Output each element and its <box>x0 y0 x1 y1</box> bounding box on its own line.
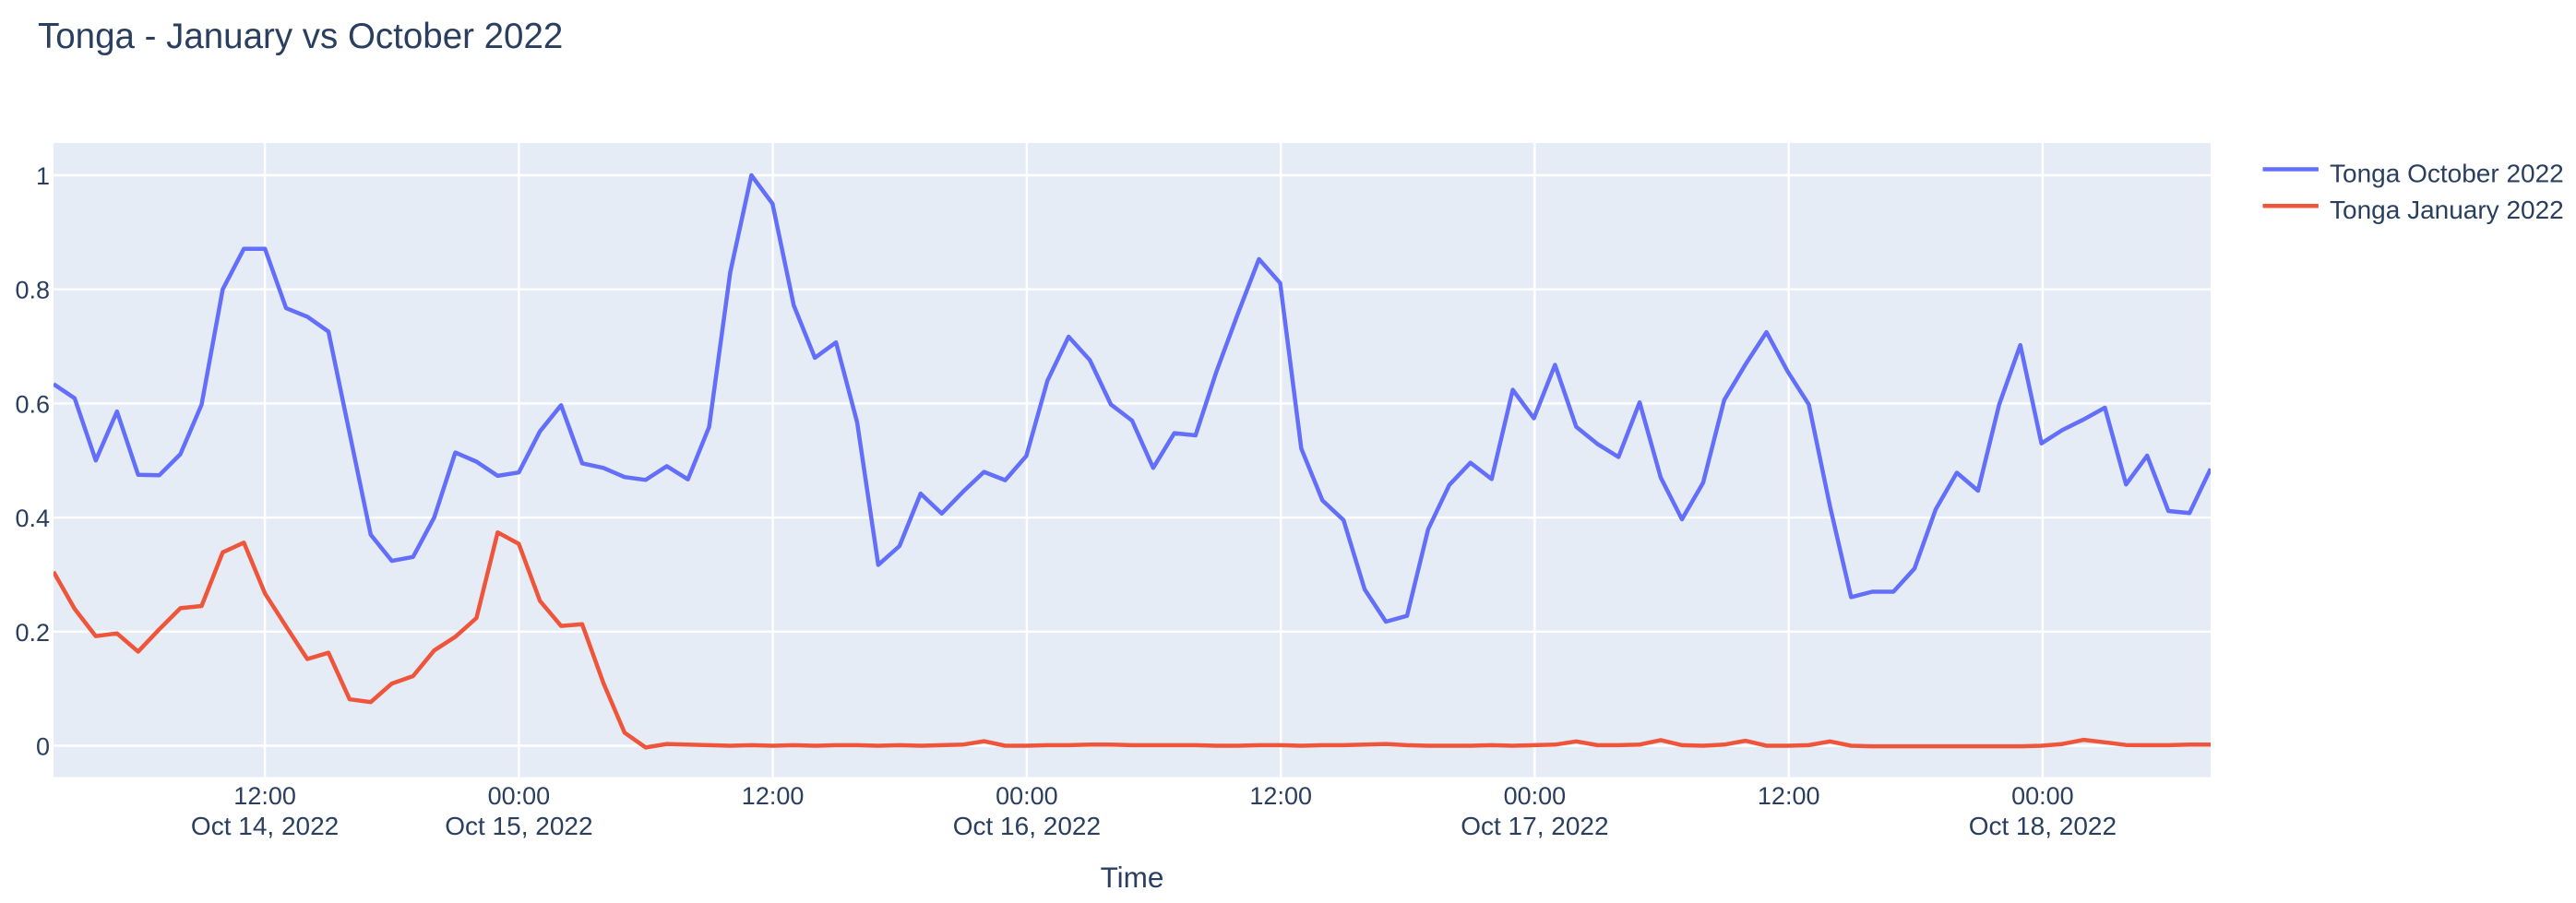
svg-text:0.4: 0.4 <box>15 505 50 532</box>
svg-text:Tonga January 2022: Tonga January 2022 <box>2330 196 2564 224</box>
svg-text:Oct 14, 2022: Oct 14, 2022 <box>191 812 339 840</box>
svg-text:0.6: 0.6 <box>15 390 50 418</box>
svg-text:Oct 16, 2022: Oct 16, 2022 <box>953 812 1101 840</box>
svg-text:Oct 15, 2022: Oct 15, 2022 <box>445 812 592 840</box>
svg-text:1: 1 <box>36 162 50 190</box>
svg-text:Tonga October 2022: Tonga October 2022 <box>2330 160 2564 188</box>
svg-text:Time: Time <box>1101 861 1164 894</box>
svg-text:12:00: 12:00 <box>742 782 805 810</box>
svg-text:Tonga - January vs October 202: Tonga - January vs October 2022 <box>38 17 563 56</box>
svg-text:Oct 18, 2022: Oct 18, 2022 <box>1969 812 2117 840</box>
svg-text:12:00: 12:00 <box>1758 782 1820 810</box>
svg-text:0.8: 0.8 <box>15 277 50 304</box>
svg-text:Oct 17, 2022: Oct 17, 2022 <box>1461 812 1608 840</box>
svg-text:00:00: 00:00 <box>2011 782 2074 810</box>
svg-text:00:00: 00:00 <box>488 782 551 810</box>
svg-text:00:00: 00:00 <box>1504 782 1567 810</box>
svg-text:00:00: 00:00 <box>996 782 1058 810</box>
svg-text:0: 0 <box>36 733 50 761</box>
svg-text:12:00: 12:00 <box>233 782 296 810</box>
svg-text:12:00: 12:00 <box>1249 782 1312 810</box>
svg-text:0.2: 0.2 <box>15 619 50 647</box>
